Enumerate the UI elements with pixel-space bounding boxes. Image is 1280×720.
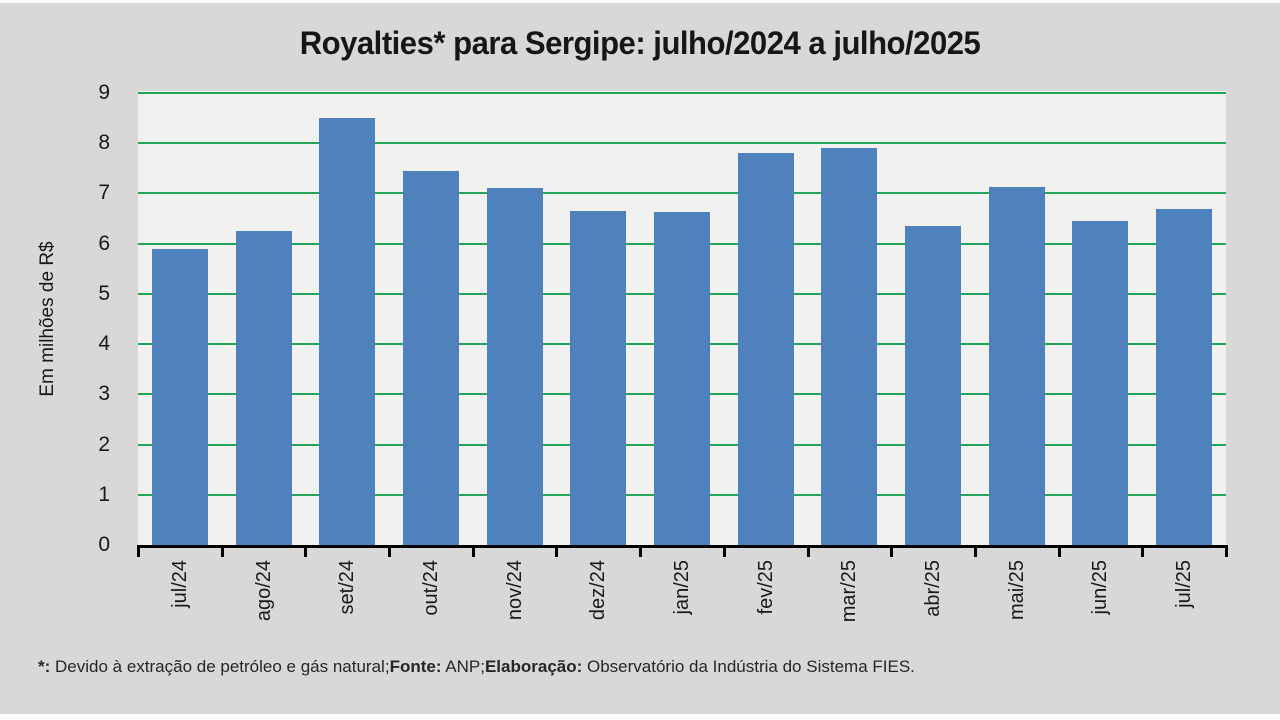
- y-tick-label: 1: [98, 483, 110, 506]
- bar-jun/25: [1072, 221, 1128, 545]
- x-axis-tick: [974, 545, 977, 557]
- slide-background: Royalties* para Sergipe: julho/2024 a ju…: [0, 3, 1280, 714]
- footnote: *: Devido à extração de petróleo e gás n…: [38, 657, 1248, 677]
- gridline: [138, 192, 1226, 195]
- y-tick-label: 2: [98, 433, 110, 456]
- x-axis-tick: [555, 545, 558, 557]
- x-axis-line: [137, 545, 1228, 557]
- x-axis-tick: [639, 545, 642, 557]
- x-category-label: mar/25: [838, 560, 860, 623]
- footnote-segment: Devido à extração de petróleo e gás natu…: [50, 657, 390, 676]
- bar-jul/25: [1156, 209, 1212, 545]
- x-category-label: jan/25: [671, 560, 693, 615]
- x-category-label: out/24: [420, 560, 442, 616]
- x-category-label: ago/24: [253, 560, 275, 622]
- x-axis-tick: [1058, 545, 1061, 557]
- footnote-bold-segment: Elaboração:: [484, 657, 583, 676]
- chart-title: Royalties* para Sergipe: julho/2024 a ju…: [299, 25, 981, 61]
- bar-out/24: [403, 171, 459, 545]
- x-category-label: jul/24: [169, 560, 191, 608]
- x-axis-tick: [221, 545, 224, 557]
- bar-set/24: [319, 118, 375, 545]
- x-axis-tick: [723, 545, 726, 557]
- x-category-label: set/24: [336, 560, 358, 615]
- x-category-label: abr/25: [922, 560, 944, 617]
- plot-area: [138, 91, 1226, 545]
- x-category-label: mai/25: [1006, 560, 1028, 621]
- x-axis-tick: [807, 545, 810, 557]
- bar-dez/24: [570, 211, 626, 545]
- y-tick-label: 3: [98, 382, 110, 405]
- y-tick-label: 6: [98, 232, 110, 255]
- y-tick-label: 8: [98, 131, 110, 154]
- footnote-segment: Observatório da Indústria do Sistema FIE…: [582, 657, 915, 676]
- x-axis-tick: [388, 545, 391, 557]
- x-axis-tick: [1225, 545, 1228, 557]
- y-tick-label: 0: [98, 533, 110, 556]
- x-axis-tick: [472, 545, 475, 557]
- bar-nov/24: [487, 188, 543, 545]
- y-tick-label: 7: [98, 181, 110, 204]
- bar-jan/25: [654, 212, 710, 545]
- bar-mar/25: [821, 148, 877, 545]
- x-axis-tick: [890, 545, 893, 557]
- bar-ago/24: [236, 231, 292, 545]
- x-category-label: nov/24: [504, 560, 526, 621]
- footnote-bold-segment: *:: [38, 657, 51, 676]
- gridline: [138, 142, 1226, 145]
- x-category-label: fev/25: [755, 560, 777, 615]
- bar-abr/25: [905, 226, 961, 545]
- footnote-bold-segment: Fonte:: [389, 657, 442, 676]
- y-tick-label: 9: [98, 81, 110, 104]
- bar-mai/25: [989, 187, 1045, 545]
- x-category-label: dez/24: [587, 560, 609, 621]
- x-axis-tick: [137, 545, 140, 557]
- gridline: [138, 92, 1226, 94]
- y-tick-label: 4: [98, 332, 110, 355]
- x-category-label: jul/25: [1173, 560, 1195, 608]
- x-category-label: jun/25: [1089, 560, 1111, 615]
- x-axis-tick: [1141, 545, 1144, 557]
- bar-fev/25: [738, 153, 794, 545]
- bar-jul/24: [152, 249, 208, 545]
- y-axis-title: Em milhões de R$: [37, 241, 58, 397]
- x-axis-tick: [304, 545, 307, 557]
- y-tick-label: 5: [98, 282, 110, 305]
- footnote-segment: ANP;: [441, 657, 485, 676]
